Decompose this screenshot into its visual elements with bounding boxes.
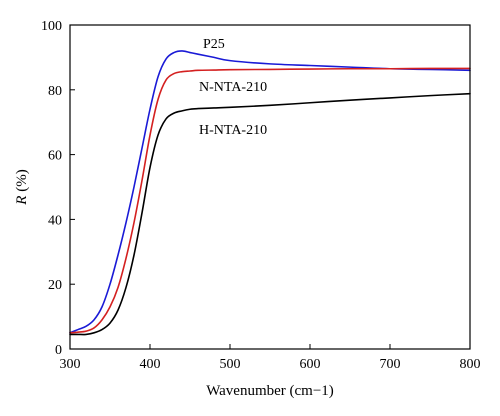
y-tick-label: 60 bbox=[48, 149, 62, 164]
series-label-h-nta-210: H-NTA-210 bbox=[199, 123, 267, 138]
y-axis-title: R (%) bbox=[14, 169, 30, 205]
axis-ticks: 300 400 500 600 700 800 0 20 40 60 80 100 bbox=[41, 19, 481, 372]
series-line-p25 bbox=[69, 50, 471, 334]
y-tick-label: 20 bbox=[48, 278, 62, 293]
series-labels: P25 N-NTA-210 H-NTA-210 bbox=[199, 37, 267, 138]
series-label-n-nta-210: N-NTA-210 bbox=[199, 80, 267, 95]
x-axis-title: Wavenumber (cm−1) bbox=[206, 383, 334, 399]
x-tick-label: 400 bbox=[140, 357, 161, 372]
x-tick-label: 500 bbox=[220, 357, 241, 372]
plot-area bbox=[69, 50, 471, 336]
x-tick-label: 800 bbox=[460, 357, 481, 372]
x-tick-label: 700 bbox=[380, 357, 401, 372]
series-line-n-nta-210 bbox=[69, 67, 471, 334]
series-line-h-nta-210 bbox=[69, 92, 471, 336]
y-axis-title-variable: R bbox=[14, 196, 30, 206]
plot-frame bbox=[69, 24, 471, 350]
x-tick-label: 300 bbox=[60, 357, 81, 372]
y-tick-label: 40 bbox=[48, 213, 62, 228]
y-tick-label: 100 bbox=[41, 19, 62, 34]
x-tick-label: 600 bbox=[300, 357, 321, 372]
y-axis-title-unit: (%) bbox=[14, 169, 30, 195]
y-tick-label: 0 bbox=[55, 343, 62, 358]
y-tick-label: 80 bbox=[48, 84, 62, 99]
series-label-p25: P25 bbox=[203, 37, 225, 52]
